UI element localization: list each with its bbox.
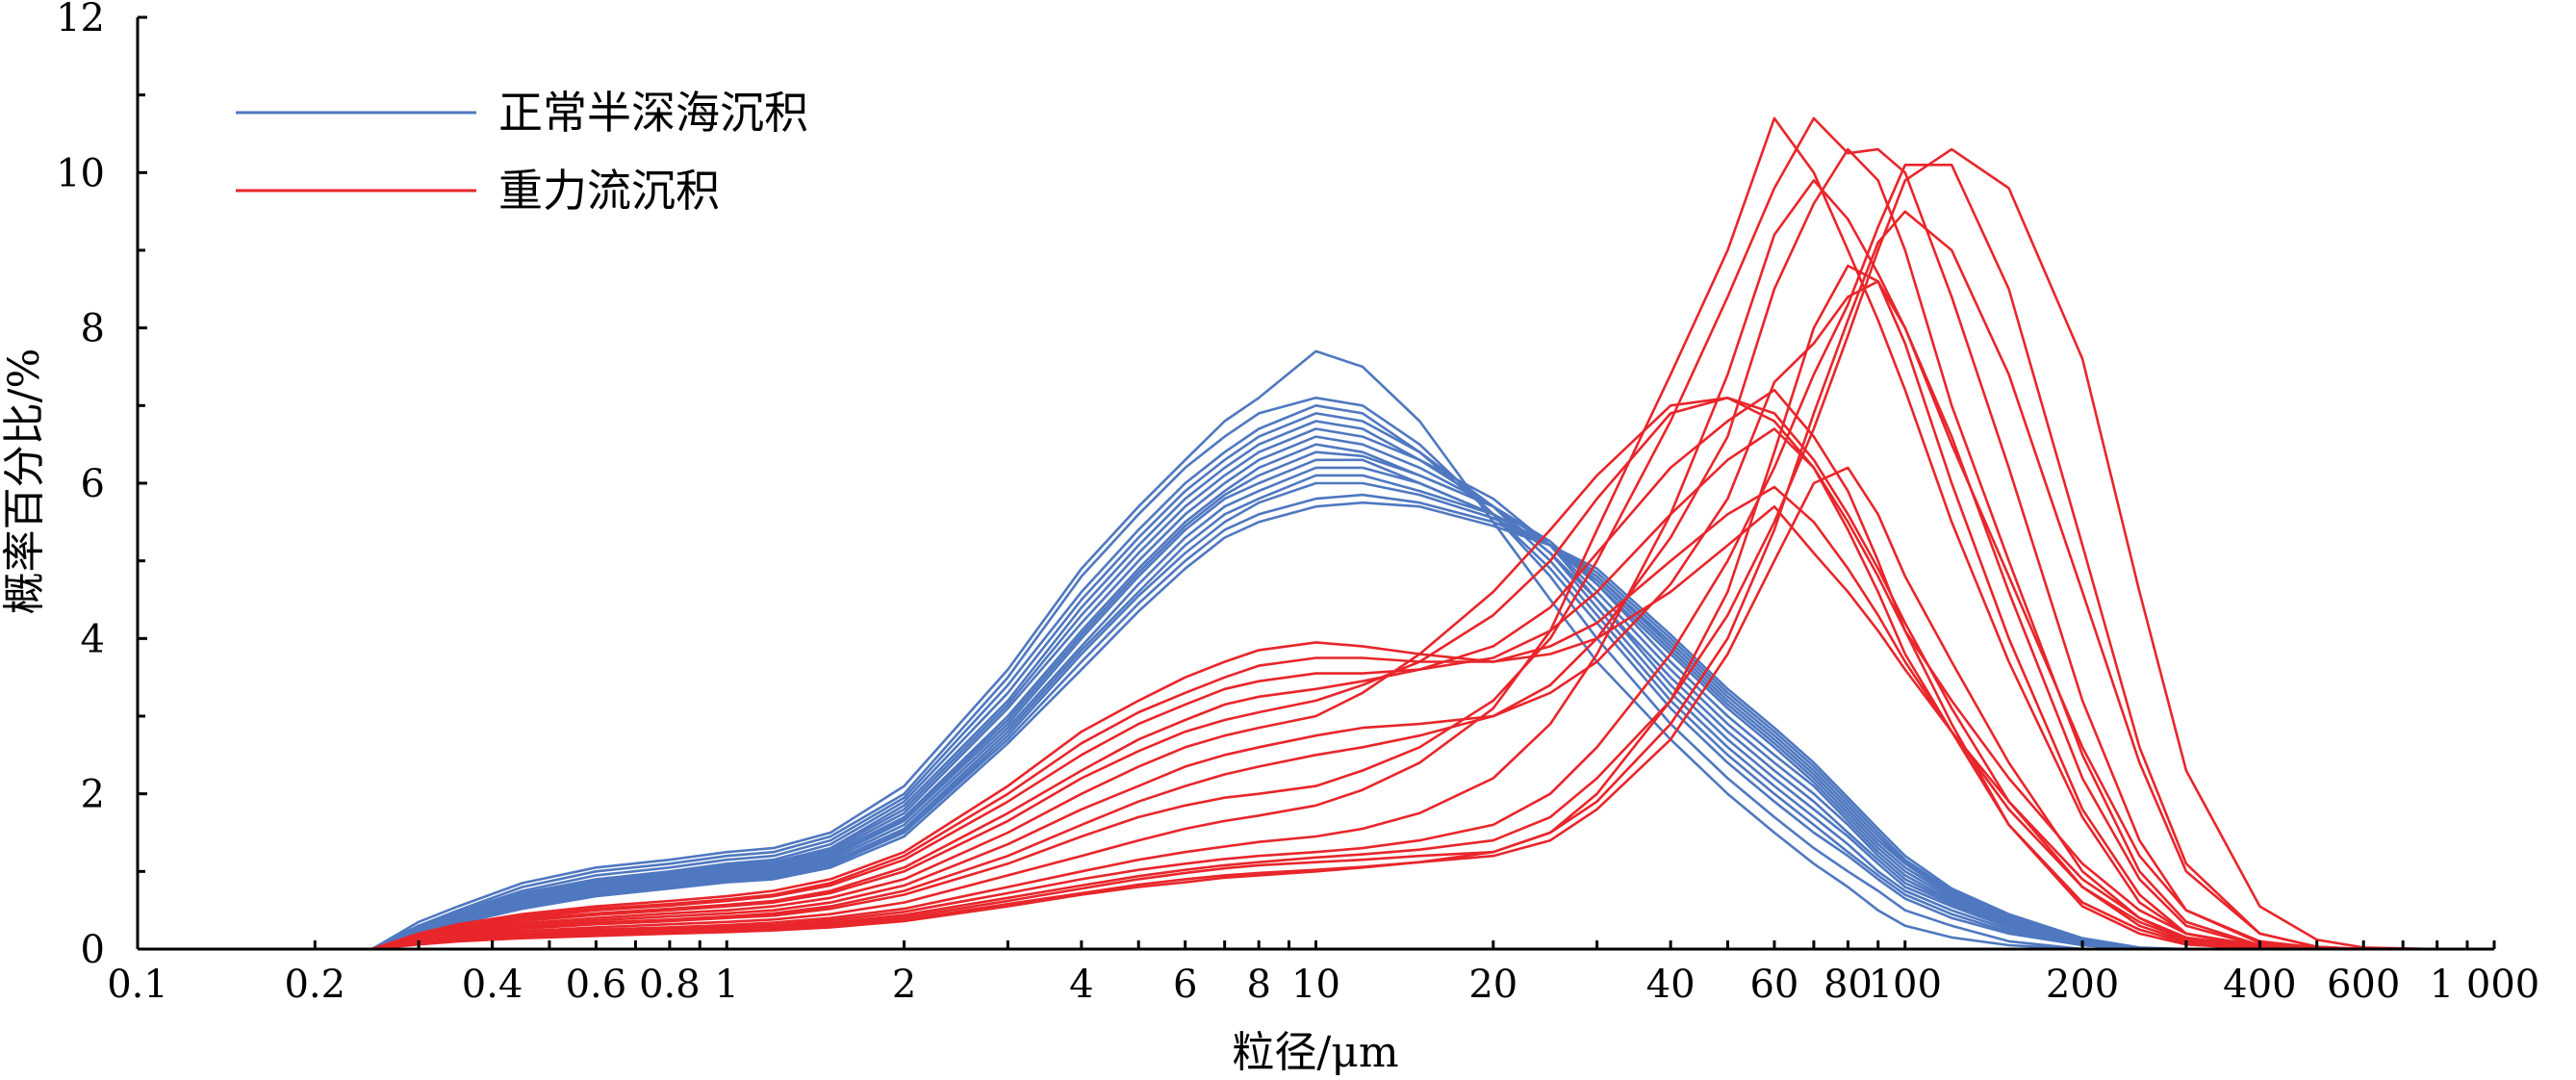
x-tick-label: 0.4 [462, 963, 523, 1007]
x-tick-label: 1 [715, 963, 739, 1007]
x-tick-label: 10 [1291, 963, 1340, 1007]
curve-gravity-flow-7 [184, 280, 2494, 951]
y-tick-label: 6 [81, 462, 105, 506]
curve-gravity-flow-11 [184, 179, 2494, 951]
curve-gravity-flow-4 [184, 388, 2494, 951]
x-tick-label: 400 [2223, 963, 2296, 1007]
x-tick-label: 20 [1468, 963, 1518, 1007]
series-group-gravity-flow [184, 116, 2494, 951]
legend-label-semi-deep-sea: 正常半深海沉积 [498, 87, 808, 139]
legend-label-gravity-flow: 重力流沉积 [498, 165, 720, 217]
x-tick-label: 0.1 [107, 963, 168, 1007]
y-axis-title: 概率百分比/% [0, 348, 49, 615]
x-tick-label: 60 [1749, 963, 1798, 1007]
curve-gravity-flow-15 [184, 466, 2494, 951]
x-tick-label: 600 [2327, 963, 2400, 1007]
x-tick-label: 0.2 [284, 963, 345, 1007]
series-group-semi-deep-sea [184, 349, 2494, 951]
x-tick-label: 4 [1069, 963, 1093, 1007]
curve-gravity-flow-16 [184, 264, 2494, 951]
curve-gravity-flow-12 [184, 164, 2494, 951]
x-tick-label: 0.6 [566, 963, 627, 1007]
y-tick-label: 8 [81, 307, 105, 351]
x-tick-label: 80 [1824, 963, 1873, 1007]
curve-gravity-flow-6 [184, 397, 2494, 951]
curve-semi-deep-sea-9 [184, 450, 2494, 951]
x-tick-label: 8 [1246, 963, 1270, 1007]
curve-semi-deep-sea-14 [184, 493, 2494, 951]
curve-gravity-flow-5 [184, 397, 2494, 951]
x-tick-label: 2 [892, 963, 916, 1007]
curve-semi-deep-sea-12 [184, 474, 2494, 951]
x-tick-label: 1 000 [2430, 963, 2540, 1007]
curve-semi-deep-sea-15 [184, 501, 2494, 951]
curve-gravity-flow-13 [184, 147, 2494, 951]
curve-gravity-flow-1 [184, 504, 2494, 951]
curve-gravity-flow-8 [184, 147, 2494, 951]
legend: 正常半深海沉积 重力流沉积 [236, 87, 808, 217]
x-tick-label: 200 [2046, 963, 2119, 1007]
y-tick-label: 0 [81, 928, 105, 972]
x-tick-label: 6 [1173, 963, 1197, 1007]
y-ticks: 0 2 4 6 8 10 12 [56, 0, 147, 972]
y-tick-label: 10 [56, 151, 105, 195]
curve-gravity-flow-9 [184, 116, 2494, 951]
curve-gravity-flow-14 [184, 210, 2494, 951]
y-tick-label: 12 [56, 0, 105, 40]
x-axis-title: 粒径/μm [1232, 1028, 1398, 1077]
curve-semi-deep-sea-11 [184, 466, 2494, 951]
curve-semi-deep-sea-8 [184, 443, 2494, 951]
curve-semi-deep-sea-6 [184, 427, 2494, 951]
x-tick-label: 40 [1646, 963, 1696, 1007]
y-tick-label: 2 [81, 773, 105, 817]
x-tick-label: 100 [1869, 963, 1942, 1007]
curve-gravity-flow-3 [184, 427, 2494, 951]
curve-gravity-flow-10 [184, 116, 2494, 951]
y-tick-label: 4 [81, 617, 105, 661]
x-tick-label: 0.8 [639, 963, 701, 1007]
